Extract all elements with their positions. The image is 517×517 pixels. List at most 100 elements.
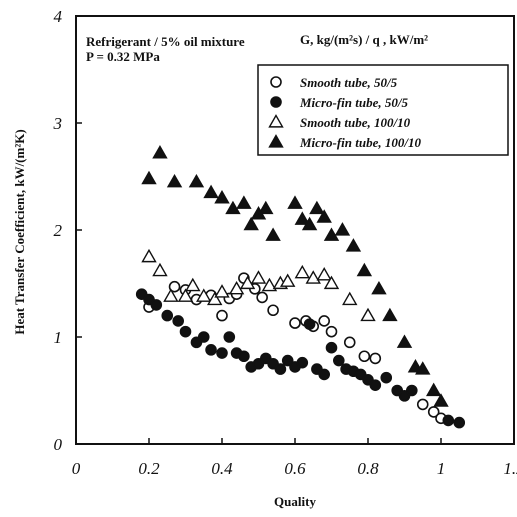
data-point [318,368,331,381]
y-tick-label: 1 [54,328,63,347]
legend-marker [270,96,282,108]
series-2 [141,248,376,322]
data-point [323,275,340,290]
legend-label: Smooth tube, 50/5 [300,75,398,90]
data-point [343,336,356,349]
legend: Smooth tube, 50/5 Micro-fin tube, 50/5 Smo… [268,75,421,150]
legend-label: Micro-fin tube, 100/10 [299,135,421,150]
x-tick-label: 1 [437,459,446,478]
data-point [236,195,252,209]
x-tick-label: 0.4 [211,459,233,478]
y-tick-label: 0 [54,435,63,454]
data-point [294,211,311,225]
data-point [425,382,442,397]
data-point [294,264,311,279]
data-point [360,307,376,322]
data-point [316,267,332,281]
annotation-line-1: Refrigerant / 5% oil mixture [86,34,245,49]
data-point [239,275,256,290]
y-tick-label: 3 [53,114,63,133]
data-point [342,291,358,306]
data-point [427,406,440,418]
annotation-line-2: P = 0.32 MPa [86,49,160,64]
data-point [318,315,331,327]
data-point [358,350,371,363]
data-point [141,170,157,185]
data-point [323,227,340,241]
data-point [216,309,228,322]
y-axis-title: Heat Transfer Coefficient, kW/(m²K) [12,129,27,334]
data-point [168,280,181,293]
data-point [296,356,309,369]
data-point [206,291,223,306]
data-point [141,248,157,263]
series-1 [135,288,466,429]
data-point [301,216,318,231]
data-point [274,363,287,375]
data-point [152,145,168,159]
data-point [289,317,301,329]
series-3 [141,145,449,407]
data-point [433,393,449,407]
legend-label: Micro-fin tube, 50/5 [299,95,408,110]
data-point [203,184,219,199]
data-point [150,299,163,311]
data-point [405,384,418,397]
legend-label: Smooth tube, 100/10 [300,115,411,130]
data-point [442,414,455,427]
data-point [369,352,382,365]
data-point [332,354,345,367]
data-point [250,270,267,284]
data-point [416,398,429,411]
data-point [305,270,321,284]
data-point [261,277,278,292]
data-point [197,331,210,343]
data-point [185,277,201,292]
data-point [179,325,192,338]
legend-marker [268,114,284,128]
x-tick-label: 0 [72,459,81,478]
legend-marker [268,134,284,148]
data-point [287,195,303,209]
data-point [415,361,431,375]
data-point [396,334,413,348]
data-point [334,222,351,236]
data-point [205,344,217,356]
axis-ticks: 0 0.2 0.4 0.6 0.8 1 1.2 0 1 2 3 4 [53,7,517,478]
data-point [265,227,281,241]
data-point [216,347,228,359]
data-points [135,145,466,429]
data-point [166,173,183,188]
data-point [356,262,373,277]
data-point [382,307,398,322]
y-tick-label: 4 [54,7,63,26]
data-point [281,354,294,367]
data-point [214,189,230,204]
data-point [303,318,316,330]
data-point [238,350,250,363]
data-point [196,288,212,302]
data-point [279,273,296,287]
data-point [188,173,205,188]
data-point [309,200,325,215]
data-point [223,331,236,343]
data-point [177,288,194,302]
data-point [371,280,387,295]
legend-title: G, kg/(m²s) / q , kW/m² [300,32,428,47]
legend-box [257,64,509,156]
x-tick-label: 1.2 [503,459,517,478]
data-point [369,379,382,391]
data-point [267,304,279,317]
data-point [256,291,268,304]
data-point [172,315,184,327]
data-point [453,416,466,429]
x-tick-label: 0.8 [357,459,379,478]
data-point [380,371,393,384]
data-point [225,200,241,215]
data-point [316,209,332,223]
data-point [325,341,338,354]
data-point [228,280,245,295]
x-tick-label: 0.2 [138,459,160,478]
y-tick-label: 2 [54,221,63,240]
